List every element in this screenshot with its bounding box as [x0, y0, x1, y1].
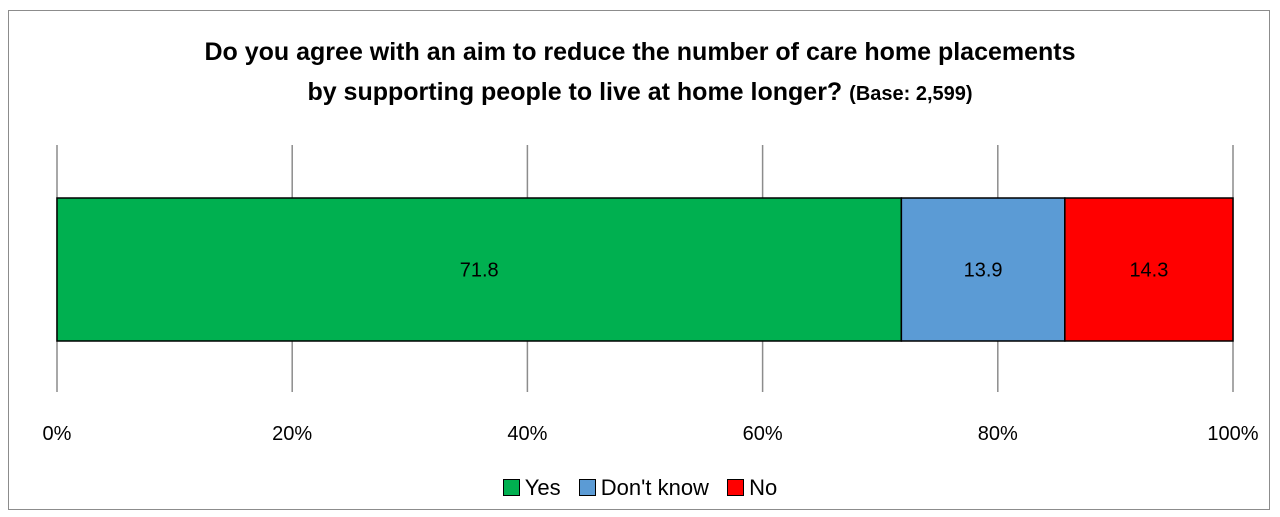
bar-segment-yes: [56, 197, 903, 342]
legend-swatch-no: [727, 478, 745, 496]
chart-title: Do you agree with an aim to reduce the n…: [0, 32, 1280, 114]
x-tick-label-80: 80%: [978, 423, 1018, 445]
legend-swatch-yes: [502, 478, 520, 496]
x-tick-label-20: 20%: [272, 423, 312, 445]
legend-item-yes: Yes: [502, 475, 561, 501]
chart-frame: [8, 10, 1270, 510]
legend-label-no: No: [749, 475, 778, 501]
legend-swatch-dont-know: [578, 478, 596, 496]
data-label-don-t-know: 13.9: [964, 260, 1003, 282]
legend-item-dont-know: Don't know: [578, 475, 709, 501]
x-tick-label-0: 0%: [43, 423, 72, 445]
chart-legend: Yes Don't know No: [0, 474, 1280, 501]
legend-label-yes: Yes: [524, 475, 561, 501]
legend-item-no: No: [727, 475, 777, 501]
chart-title-base: (Base: 2,599): [849, 83, 973, 105]
chart-title-line-1: Do you agree with an aim to reduce the n…: [204, 38, 1076, 66]
chart-title-line-2: by supporting people to live at home lon…: [0, 72, 1280, 114]
x-tick-label-40: 40%: [507, 423, 547, 445]
data-label-no: 14.3: [1129, 260, 1168, 282]
bar-segment-no: [1064, 197, 1234, 342]
data-label-yes: 71.8: [460, 260, 499, 282]
x-tick-label-60: 60%: [743, 423, 783, 445]
legend-label-dont-know: Don't know: [600, 475, 709, 501]
chart-title-question: by supporting people to live at home lon…: [307, 78, 843, 106]
x-tick-label-100: 100%: [1207, 423, 1258, 445]
